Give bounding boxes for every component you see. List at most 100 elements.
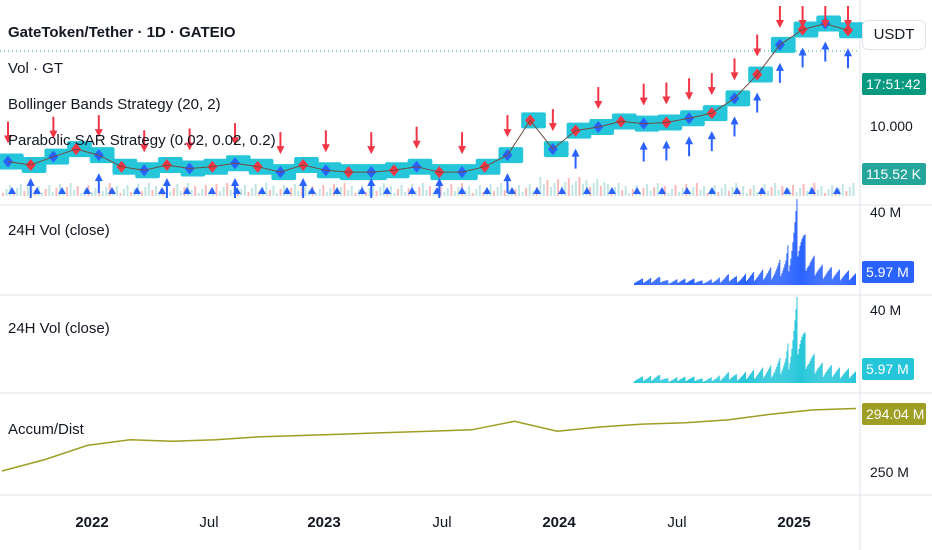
volume-bar: [229, 190, 232, 196]
sell-arrow-head: [94, 129, 103, 138]
vol1-bar: [726, 275, 728, 285]
vol2-bar: [756, 376, 758, 383]
volume-bar: [848, 187, 851, 196]
vol2-bar: [839, 378, 841, 383]
vol2-bar: [776, 366, 778, 383]
buy-arrow-head: [571, 148, 580, 157]
vol2-bar: [674, 378, 676, 383]
vol1-pane-label[interactable]: 24H Vol (close): [8, 222, 110, 239]
sell-arrow-head: [844, 20, 852, 28]
vol1-bar: [754, 280, 756, 285]
volume-bar: [542, 184, 545, 196]
vol1-bar: [644, 282, 646, 285]
vol2-bar: [694, 380, 696, 383]
vol2-bar: [749, 375, 751, 383]
vol2-pane-label[interactable]: 24H Vol (close): [8, 320, 110, 337]
vol1-bar: [801, 239, 803, 285]
vol2-bar: [767, 371, 769, 383]
volume-bar: [194, 186, 197, 196]
vol2-bar: [739, 377, 741, 383]
vol2-bar: [641, 376, 643, 383]
volume-bar: [418, 187, 421, 196]
vol1-bar: [813, 255, 815, 285]
volume-bar: [41, 193, 44, 196]
vol1-bar: [699, 280, 701, 285]
volume-bar: [343, 183, 346, 196]
vol2-bar: [814, 373, 816, 383]
vol2-bar: [832, 375, 834, 383]
vol1-bar: [722, 279, 724, 285]
vol2-bar: [831, 377, 833, 383]
vol1-bar: [666, 280, 668, 285]
vol1-bar: [704, 282, 706, 285]
vol2-bar: [737, 379, 739, 383]
indicator-psar-label[interactable]: Parabolic SAR Strategy (0.02, 0.02, 0.2): [8, 132, 276, 149]
volume-bar: [656, 183, 659, 196]
vol2-bar: [837, 368, 839, 383]
vol1-bar: [677, 282, 679, 285]
volume-bar: [695, 183, 698, 196]
time-axis-label: Jul: [432, 514, 452, 531]
vol2-bar: [691, 377, 693, 383]
vol1-bar: [684, 278, 686, 285]
vol1-bar: [729, 280, 731, 285]
vol2-bar: [714, 379, 716, 383]
vol1-bar: [781, 273, 783, 285]
sell-arrow-head: [775, 20, 784, 28]
accum-pane-label[interactable]: Accum/Dist: [8, 421, 84, 438]
time-axis-label: Jul: [199, 514, 219, 531]
vol1-bar: [827, 270, 829, 285]
vol2-bar: [696, 380, 698, 383]
vol1-bar: [727, 274, 729, 285]
vol2-bar: [661, 379, 663, 383]
vol1-bar: [774, 273, 776, 285]
vol2-bar: [639, 378, 641, 383]
vol2-bar: [821, 362, 823, 383]
vol2-bar: [738, 378, 740, 383]
volume-bar: [496, 187, 499, 196]
volume-bar: [446, 188, 449, 196]
vol1-bar: [665, 280, 667, 285]
volume-bar: [567, 178, 570, 196]
indicator-volume-label[interactable]: Vol · GT: [8, 60, 64, 77]
vol2-bar: [751, 372, 753, 383]
vol1-bar: [638, 280, 640, 285]
vol2-bar: [663, 379, 665, 383]
volume-bar: [731, 187, 734, 196]
vol1-bar: [667, 280, 669, 285]
vol1-bar: [737, 281, 739, 285]
vol1-bar: [853, 274, 855, 285]
volume-bar: [48, 185, 51, 196]
vol1-bar: [763, 279, 765, 285]
volume-bar: [663, 186, 666, 196]
vol2-bar: [790, 356, 792, 383]
vol1-bar: [816, 271, 818, 285]
indicator-bollinger-label[interactable]: Bollinger Bands Strategy (20, 2): [8, 96, 221, 113]
vol1-bar: [654, 280, 656, 285]
vol2-bar: [709, 377, 711, 383]
volume-bar: [421, 183, 424, 196]
vol2-bar: [655, 377, 657, 383]
vol1-axis-tick: 40 M: [870, 204, 902, 220]
volume-bar: [101, 191, 104, 196]
vol1-bar: [818, 268, 820, 285]
volume-bar: [582, 184, 585, 196]
volume-bar: [532, 191, 535, 196]
vol2-bar: [838, 367, 840, 383]
volume-bar: [784, 193, 787, 196]
vol1-bar: [708, 280, 710, 285]
vol2-bar: [773, 373, 775, 383]
vol1-bar: [661, 281, 663, 285]
volume-bar: [596, 179, 599, 196]
vol2-bar: [827, 368, 829, 383]
vol1-bar: [653, 281, 655, 285]
volume-bar: [628, 193, 631, 196]
vol2-bar: [829, 366, 831, 383]
vol1-bar: [779, 259, 781, 285]
currency-selector[interactable]: USDT: [862, 20, 926, 50]
vol2-bar: [640, 377, 642, 383]
vol1-bar: [713, 281, 715, 285]
volume-bar: [76, 186, 79, 196]
sell-arrow-head: [276, 146, 285, 155]
vol2-bar: [715, 378, 717, 383]
